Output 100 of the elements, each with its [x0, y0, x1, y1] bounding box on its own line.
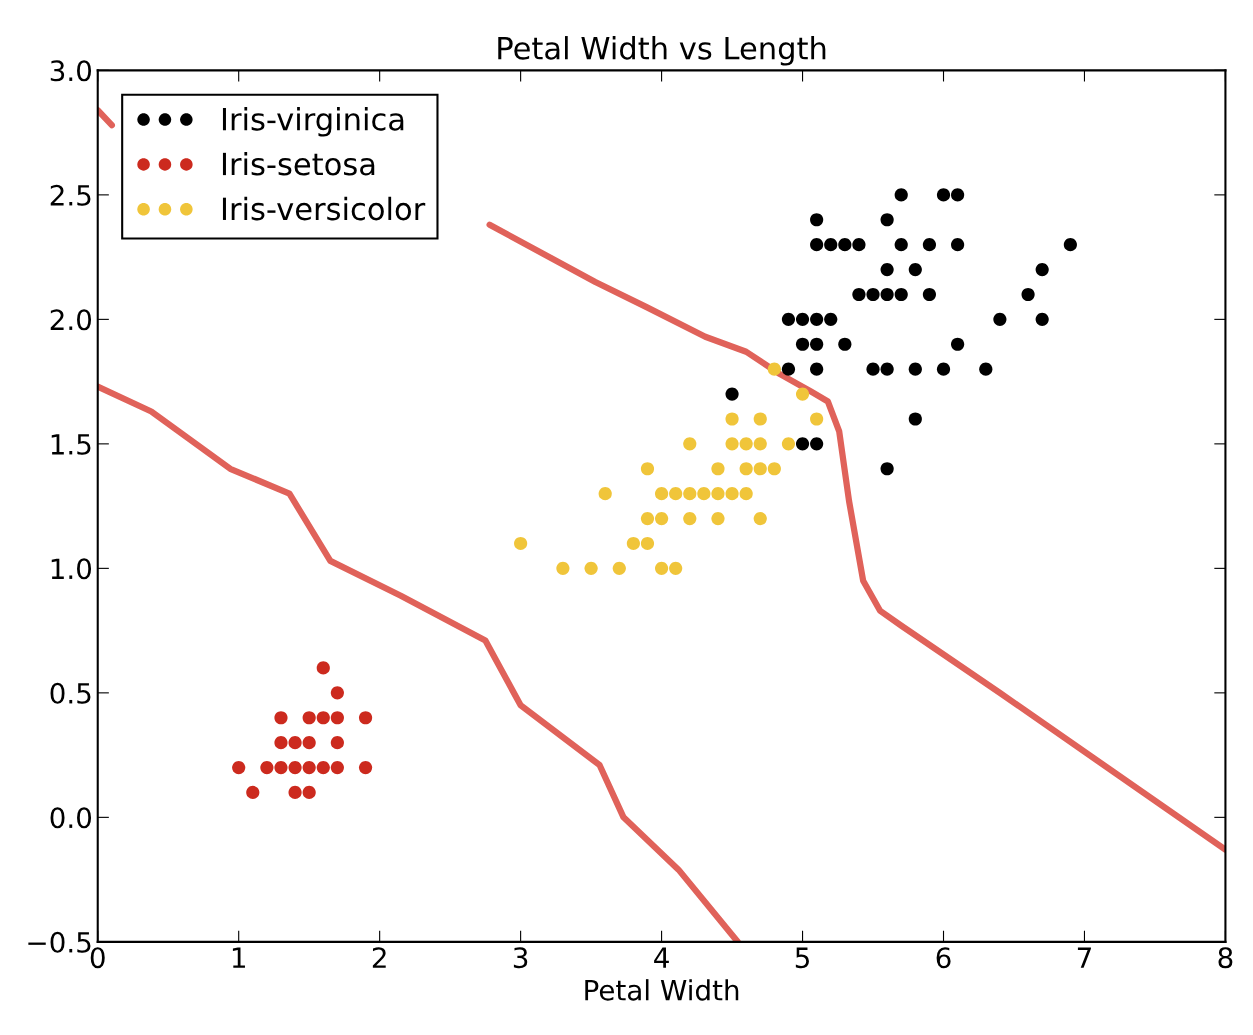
point	[1035, 312, 1049, 326]
y-tick-label: 2.5	[50, 184, 91, 206]
y-tick-label: −0.5	[28, 931, 91, 953]
x-tick-label: 8	[1218, 947, 1233, 969]
point	[753, 412, 767, 426]
point	[556, 561, 570, 575]
point	[880, 262, 894, 277]
x-tick-label: 5	[795, 947, 809, 969]
x-axis-title: Petal Width	[585, 979, 739, 1001]
point	[880, 287, 894, 302]
point	[781, 312, 796, 326]
point	[358, 760, 373, 775]
point	[795, 387, 810, 401]
point	[908, 362, 922, 376]
point	[683, 487, 697, 501]
point	[711, 487, 725, 501]
point	[753, 462, 767, 476]
point	[683, 437, 697, 451]
point	[655, 511, 669, 526]
point	[810, 362, 824, 376]
x-tick-label: 3	[513, 947, 528, 969]
point	[810, 437, 824, 451]
point	[810, 312, 824, 326]
point	[316, 661, 330, 675]
point	[302, 711, 316, 725]
point	[739, 437, 753, 451]
point	[725, 387, 739, 401]
point	[753, 437, 767, 451]
point	[908, 412, 922, 426]
point	[302, 760, 316, 775]
point	[781, 362, 796, 376]
point	[330, 711, 344, 725]
point	[880, 362, 894, 376]
point	[838, 238, 852, 252]
point	[936, 188, 951, 202]
point	[866, 287, 880, 302]
point	[739, 487, 753, 501]
point	[951, 337, 965, 351]
point	[725, 437, 739, 451]
x-tick-label: 2	[372, 947, 386, 968]
point	[640, 462, 655, 476]
point	[894, 287, 908, 302]
legend-label: Iris-virginica	[222, 107, 404, 137]
point	[866, 362, 880, 376]
point	[824, 238, 838, 252]
point	[330, 736, 344, 750]
point	[598, 487, 612, 501]
point	[922, 287, 936, 302]
point	[274, 711, 288, 725]
y-tick-label: 2.0	[50, 309, 92, 331]
y-tick-label: 3.0	[50, 60, 92, 82]
point	[711, 462, 725, 476]
point	[514, 536, 528, 551]
point	[669, 487, 683, 501]
point	[852, 238, 866, 252]
point	[880, 213, 894, 227]
point	[894, 188, 908, 202]
point	[781, 437, 796, 451]
point	[725, 412, 739, 426]
point	[795, 437, 810, 451]
x-tick-label: 6	[936, 947, 951, 969]
point	[1021, 287, 1035, 302]
point	[358, 711, 373, 725]
point	[288, 760, 302, 775]
legend-label: Iris-versicolor	[222, 196, 426, 221]
point	[246, 785, 260, 800]
point	[908, 262, 922, 277]
x-tick-label: 0	[90, 947, 105, 969]
point	[725, 487, 739, 501]
point	[951, 238, 965, 252]
point	[640, 511, 655, 526]
point	[739, 462, 753, 476]
point	[795, 337, 810, 351]
point	[767, 362, 781, 376]
point	[711, 511, 725, 526]
y-tick-label: 0.5	[50, 682, 91, 704]
point	[655, 561, 669, 575]
point	[302, 736, 316, 750]
point	[1063, 238, 1077, 252]
point	[316, 711, 330, 725]
point	[795, 312, 810, 326]
point	[232, 760, 246, 775]
point	[697, 487, 711, 501]
point	[894, 238, 908, 252]
point	[584, 561, 598, 575]
point	[330, 760, 344, 775]
point	[640, 536, 655, 551]
point	[979, 362, 993, 376]
x-tick-label: 7	[1077, 947, 1091, 968]
point	[260, 760, 274, 775]
y-tick-label: 1.5	[51, 434, 91, 455]
point	[810, 238, 824, 252]
legend-label: Iris-setosa	[222, 151, 375, 176]
point	[936, 362, 951, 376]
point	[288, 736, 302, 750]
point	[993, 312, 1007, 326]
chart-title: Petal Width vs Length	[498, 36, 826, 66]
point	[1035, 262, 1049, 277]
point	[880, 462, 894, 476]
point	[274, 760, 288, 775]
